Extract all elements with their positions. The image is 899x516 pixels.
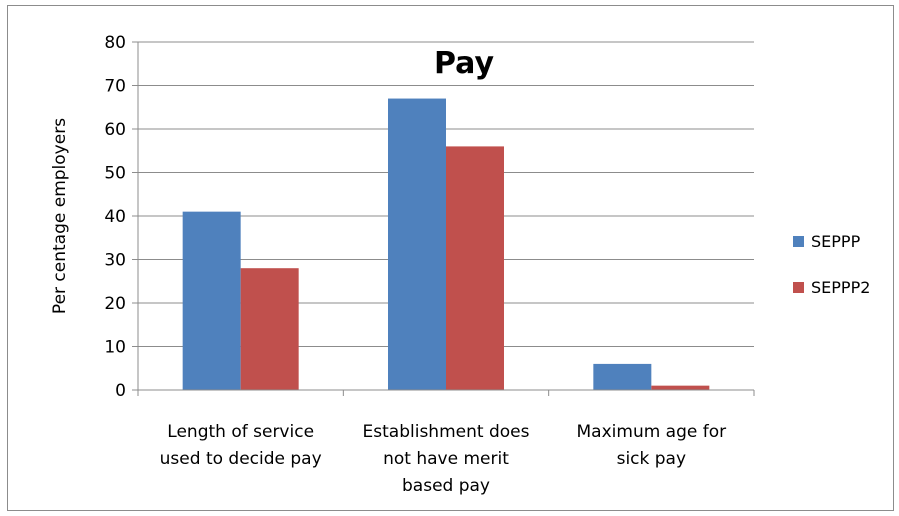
y-axis-ticks: 0 10 20 30 40 50 60 70 80 [104,33,138,401]
category-label-line: Length of service [167,422,314,442]
chart-title: Pay [434,46,495,81]
category-label-line: Establishment does [363,422,530,442]
category-label-1: Establishment does not have merit based pa… [363,422,530,496]
y-tick-label-10: 10 [104,338,126,358]
category-label-2: Maximum age for sick pay [577,422,727,469]
y-tick-label-50: 50 [104,164,126,184]
axes [137,42,755,396]
y-tick-label-60: 60 [104,120,126,140]
legend-label-seppp2: SEPPP2 [811,278,870,297]
y-axis-label: Per centage employers [50,118,70,314]
y-tick-label-40: 40 [104,207,126,227]
y-tick-label-30: 30 [104,251,126,271]
bars [182,98,710,391]
legend-swatch-seppp2 [793,282,804,293]
category-labels: Length of service used to decide pay Estab… [160,422,726,496]
y-tick-label-70: 70 [104,77,126,97]
bar-seppp2-1 [446,146,504,390]
legend: SEPPP SEPPP2 [793,232,870,297]
bar-seppp2-2 [651,385,710,390]
category-label-line: Maximum age for [577,422,727,442]
category-label-0: Length of service used to decide pay [160,422,322,469]
legend-label-seppp: SEPPP [811,232,861,251]
legend-swatch-seppp [793,236,804,247]
bar-seppp-2 [593,363,652,390]
y-tick-label-80: 80 [104,33,126,53]
category-label-line: based pay [402,476,490,496]
bar-seppp-0 [182,211,241,390]
y-tick-label-20: 20 [104,294,126,314]
category-label-line: sick pay [617,449,686,469]
y-tick-label-0: 0 [115,381,126,401]
category-label-line: used to decide pay [160,449,322,469]
bar-seppp-1 [388,98,446,391]
category-label-line: not have merit [383,449,509,469]
bar-seppp2-0 [240,268,299,390]
